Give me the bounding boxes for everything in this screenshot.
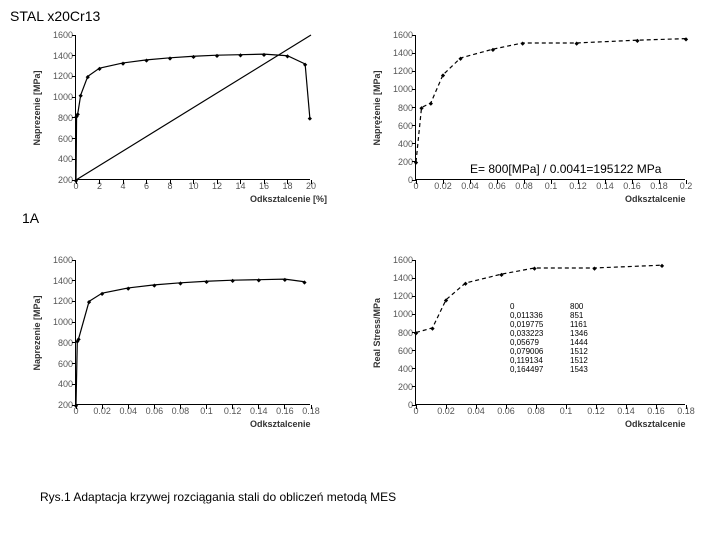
- marker-icon: [238, 53, 242, 57]
- marker-icon: [635, 39, 639, 43]
- marker-icon: [231, 279, 235, 283]
- data-table: 08000,0113368510,01977511610,03322313460…: [510, 302, 610, 374]
- plot-area: 0200400600800100012001400160000.020.040.…: [415, 35, 685, 180]
- series-line: [76, 279, 304, 405]
- table-cell: 0,119134: [510, 356, 570, 365]
- table-row: 0,0790061512: [510, 347, 610, 356]
- table-cell: 0,033223: [510, 329, 570, 338]
- x-axis-label: Odksztalcenie: [625, 194, 686, 204]
- marker-icon: [592, 267, 596, 271]
- marker-icon: [521, 42, 525, 46]
- chart-bottom-left: 200400600800100012001400160000.020.040.0…: [30, 255, 330, 430]
- marker-icon: [463, 282, 467, 286]
- y-axis-label: Real Stress/MPa: [372, 297, 382, 367]
- label-1a: 1A: [22, 210, 39, 226]
- series-line: [416, 39, 686, 162]
- table-cell: 1444: [570, 338, 610, 347]
- marker-icon: [575, 42, 579, 46]
- table-cell: 1161: [570, 320, 610, 329]
- y-axis-label: Naprężenie [MPa]: [372, 70, 382, 145]
- marker-icon: [429, 101, 433, 105]
- series-line: [76, 54, 310, 180]
- marker-icon: [178, 281, 182, 285]
- table-cell: 800: [570, 302, 610, 311]
- chart-top-right: 0200400600800100012001400160000.020.040.…: [370, 30, 700, 205]
- table-cell: 851: [570, 311, 610, 320]
- y-axis-label: Naprezenie [MPa]: [32, 295, 42, 370]
- marker-icon: [285, 54, 289, 58]
- marker-icon: [257, 278, 261, 282]
- marker-icon: [215, 54, 219, 58]
- marker-icon: [191, 55, 195, 59]
- marker-icon: [308, 116, 312, 120]
- marker-icon: [79, 94, 83, 98]
- table-cell: 0: [510, 302, 570, 311]
- chart-svg: [416, 35, 686, 180]
- table-row: 0,011336851: [510, 311, 610, 320]
- x-axis-label: Odksztalcenie: [250, 419, 311, 429]
- marker-icon: [168, 56, 172, 60]
- chart-svg: [76, 260, 311, 405]
- plot-area: 2004006008001000120014001600024681012141…: [75, 35, 310, 180]
- chart-svg: [76, 35, 311, 180]
- marker-icon: [660, 264, 664, 268]
- figure-caption: Rys.1 Adaptacja krzywej rozciągania stal…: [40, 490, 396, 504]
- table-cell: 1512: [570, 347, 610, 356]
- table-cell: 0,011336: [510, 311, 570, 320]
- marker-icon: [262, 53, 266, 57]
- marker-icon: [152, 283, 156, 287]
- table-cell: 0,019775: [510, 320, 570, 329]
- table-cell: 0,05679: [510, 338, 570, 347]
- table-cell: 1346: [570, 329, 610, 338]
- y-axis-label: Naprezenie [MPa]: [32, 70, 42, 145]
- marker-icon: [204, 280, 208, 284]
- plot-area: 200400600800100012001400160000.020.040.0…: [75, 260, 310, 405]
- table-cell: 1543: [570, 365, 610, 374]
- marker-icon: [532, 267, 536, 271]
- x-axis-label: Odksztalcenie: [625, 419, 686, 429]
- page-title: STAL x20Cr13: [10, 8, 100, 24]
- table-row: 0,0332231346: [510, 329, 610, 338]
- marker-icon: [684, 37, 688, 41]
- marker-icon: [283, 278, 287, 282]
- table-row: 0,1191341512: [510, 356, 610, 365]
- table-row: 0,1644971543: [510, 365, 610, 374]
- chart-top-left: 2004006008001000120014001600024681012141…: [30, 30, 330, 205]
- table-cell: 0,164497: [510, 365, 570, 374]
- table-row: 0800: [510, 302, 610, 311]
- table-row: 0,056791444: [510, 338, 610, 347]
- x-axis-label: Odksztalcenie [%]: [250, 194, 327, 204]
- table-cell: 1512: [570, 356, 610, 365]
- table-cell: 0,079006: [510, 347, 570, 356]
- marker-icon: [430, 326, 434, 330]
- marker-icon: [144, 58, 148, 62]
- table-row: 0,0197751161: [510, 320, 610, 329]
